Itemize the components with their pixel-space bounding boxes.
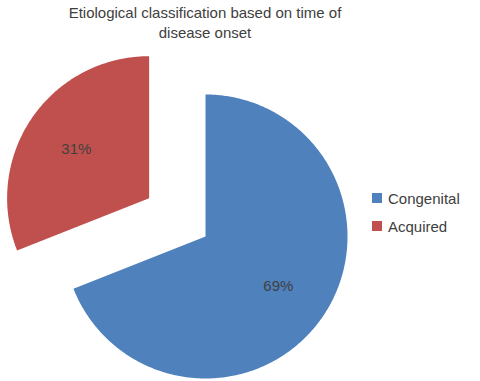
html-text:Etiological classification bas: Etiological classification based on time… [68, 4, 342, 41]
svg-text:31%: 31% [61, 140, 91, 157]
svg-text:69%: 69% [263, 277, 293, 294]
html-text:Congenital: Congenital [388, 189, 460, 207]
html-text:Acquired: Acquired [388, 217, 448, 235]
